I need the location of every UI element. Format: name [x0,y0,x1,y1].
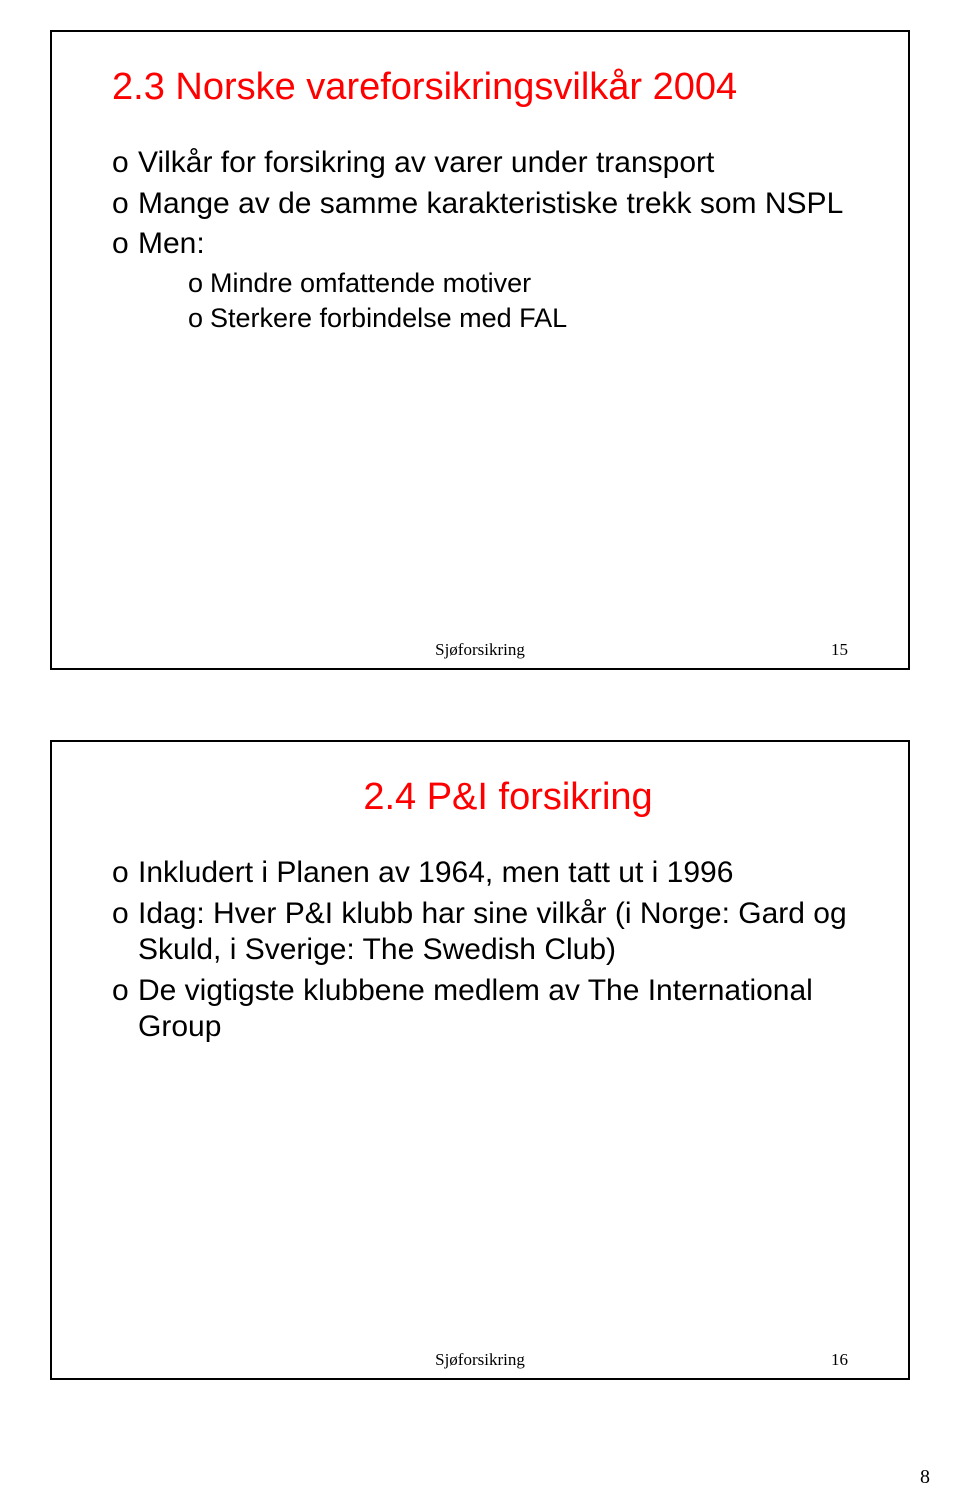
bullet-text: De vigtigste klubbene medlem av The Inte… [138,974,813,1044]
slide-1: 2.3 Norske vareforsikringsvilkår 2004 Vi… [50,30,910,670]
sub-bullets: Mindre omfattende motiver Sterkere forbi… [188,267,864,335]
sub-bullet: Sterkere forbindelse med FAL [188,302,864,335]
bullet: Men: Mindre omfattende motiver Sterkere … [112,226,864,334]
slide-2: 2.4 P&I forsikring Inkludert i Planen av… [50,740,910,1380]
slide-1-bullets: Vilkår for forsikring av varer under tra… [112,145,864,335]
document-page-number: 8 [920,1466,930,1489]
bullet: Mange av de samme karakteristiske trekk … [112,186,864,223]
sub-bullet: Mindre omfattende motiver [188,267,864,300]
bullet-text: Vilkår for forsikring av varer under tra… [138,146,714,179]
sub-bullet-text: Mindre omfattende motiver [210,268,531,298]
bullet-text: Mange av de samme karakteristiske trekk … [138,187,843,220]
slide-2-inner: 2.4 P&I forsikring Inkludert i Planen av… [52,742,908,1378]
footer-label: Sjøforsikring [435,1350,525,1370]
slide-1-title: 2.3 Norske vareforsikringsvilkår 2004 [112,66,864,109]
bullet-text: Inkludert i Planen av 1964, men tatt ut … [138,856,733,889]
bullet-text: Men: [138,227,205,260]
bullet: Inkludert i Planen av 1964, men tatt ut … [112,855,864,892]
bullet: De vigtigste klubbene medlem av The Inte… [112,973,864,1046]
bullet: Vilkår for forsikring av varer under tra… [112,145,864,182]
footer-page-number: 15 [831,640,848,660]
slide-2-bullets: Inkludert i Planen av 1964, men tatt ut … [112,855,864,1046]
footer-page-number: 16 [831,1350,848,1370]
bullet: Idag: Hver P&I klubb har sine vilkår (i … [112,896,864,969]
bullet-text: Idag: Hver P&I klubb har sine vilkår (i … [138,897,847,967]
slide-2-title: 2.4 P&I forsikring [152,776,864,819]
slide-1-inner: 2.3 Norske vareforsikringsvilkår 2004 Vi… [52,32,908,668]
footer-label: Sjøforsikring [435,640,525,660]
sub-bullet-text: Sterkere forbindelse med FAL [210,303,567,333]
